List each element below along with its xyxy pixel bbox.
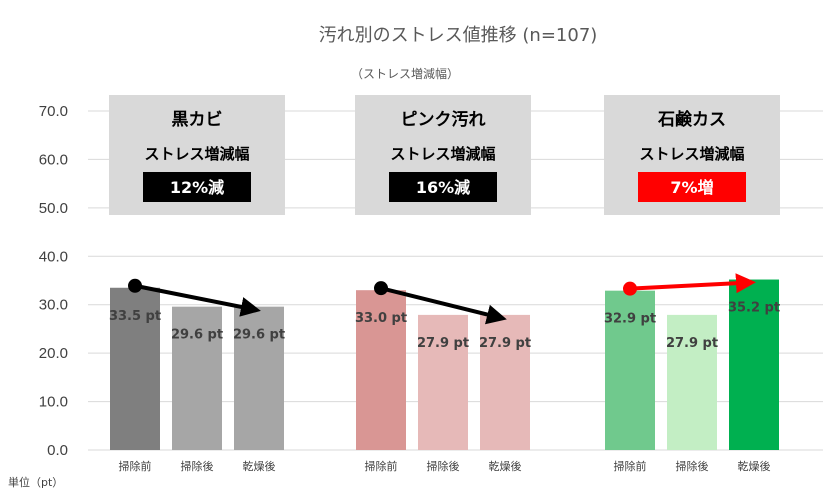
x-tick-label: 乾燥後	[738, 459, 771, 473]
data-label: 29.6 pt	[233, 328, 285, 343]
x-tick-label: 掃除後	[676, 459, 709, 473]
chart-subtitle: （ストレス増減幅）	[351, 66, 459, 81]
bar	[356, 290, 406, 450]
y-tick-label: 10.0	[39, 394, 68, 411]
data-label: 29.6 pt	[171, 328, 223, 343]
change-badge-label: 16%減	[416, 178, 470, 197]
x-axis-ticks: 掃除前 掃除後 乾燥後 掃除前 掃除後 乾燥後 掃除前 掃除後 乾燥後	[119, 459, 771, 473]
change-badge	[638, 172, 746, 202]
trend-arrow-start-dot	[623, 281, 637, 296]
group-name: 黒カビ	[172, 110, 223, 130]
y-axis-ticks: 0.0 10.0 20.0 30.0 40.0 50.0 60.0 70.0	[39, 103, 68, 459]
data-label: 33.0 pt	[355, 311, 407, 326]
bar	[234, 306, 284, 450]
bar	[729, 279, 779, 450]
group-name: ピンク汚れ	[401, 109, 486, 130]
x-tick-label: 掃除前	[119, 459, 152, 473]
data-labels: 33.5 pt 29.6 pt 29.6 pt 33.0 pt 27.9 pt 27.9 …	[109, 301, 780, 351]
bar	[667, 314, 717, 450]
change-badge-label: 7%増	[670, 178, 713, 197]
y-tick-label: 60.0	[39, 151, 68, 168]
trend-arrow	[380, 286, 507, 325]
trend-arrow-start-dot	[374, 281, 388, 296]
y-tick-label: 20.0	[39, 345, 68, 362]
x-tick-label: 乾燥後	[489, 459, 522, 473]
data-label: 27.9 pt	[479, 336, 531, 351]
x-tick-label: 乾燥後	[243, 459, 276, 473]
y-tick-label: 40.0	[39, 248, 68, 265]
y-axis-unit-label: 単位（pt）	[8, 475, 63, 489]
y-tick-label: 70.0	[39, 103, 68, 120]
y-tick-label: 50.0	[39, 200, 68, 217]
group-name: 石鹸カス	[657, 109, 726, 130]
trend-arrows	[128, 273, 756, 325]
y-tick-label: 30.0	[39, 297, 68, 314]
change-badge	[143, 172, 251, 202]
group-box-subtitle: ストレス増減幅	[390, 145, 495, 163]
trend-arrow	[134, 283, 261, 317]
trend-arrow-start-dot	[128, 278, 142, 293]
bar	[172, 306, 222, 450]
y-tick-label: 0.0	[47, 442, 68, 459]
bar	[605, 290, 655, 450]
x-tick-label: 掃除前	[365, 459, 398, 473]
bar	[110, 287, 160, 450]
x-tick-label: 掃除後	[181, 459, 214, 473]
bars	[110, 279, 779, 450]
data-label: 32.9 pt	[604, 312, 656, 327]
group-box-subtitle: ストレス増減幅	[639, 145, 744, 163]
data-label: 35.2 pt	[728, 301, 780, 316]
trend-arrow	[629, 273, 756, 294]
group-box-subtitle: ストレス増減幅	[144, 145, 249, 163]
data-label: 27.9 pt	[666, 336, 718, 351]
x-tick-label: 掃除後	[427, 459, 460, 473]
change-badge-label: 12%減	[170, 178, 224, 197]
data-label: 33.5 pt	[109, 309, 161, 324]
data-label: 27.9 pt	[417, 336, 469, 351]
chart-title: 汚れ別のストレス値推移 (n=107)	[319, 25, 598, 46]
x-tick-label: 掃除前	[614, 459, 647, 473]
bar	[480, 314, 530, 450]
change-badge	[389, 172, 497, 202]
bar	[418, 314, 468, 450]
